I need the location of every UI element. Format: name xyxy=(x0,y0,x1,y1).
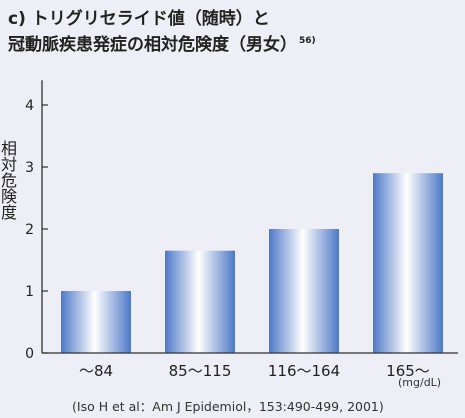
y-tick-label: 1 xyxy=(25,284,34,300)
bar-2 xyxy=(165,250,235,353)
chart-title-line2: 冠動脈疾患発症の相対危険度（男女） 56) xyxy=(8,30,316,55)
y-axis-label: 相対危険度 xyxy=(0,140,17,220)
source-citation: (Iso H et al：Am J Epidemiol，153:490-499,… xyxy=(72,399,384,414)
bar-4 xyxy=(373,173,443,353)
x-tick-label: 165〜 xyxy=(386,362,430,380)
title-text-1: トリグリセライド値（随時）と xyxy=(31,9,270,29)
bar-1 xyxy=(61,291,131,353)
bar-3 xyxy=(269,229,339,353)
y-tick-label: 3 xyxy=(25,160,34,176)
y-tick-label: 0 xyxy=(25,346,34,362)
panel-label: c) xyxy=(8,9,26,29)
x-tick-label: 85〜115 xyxy=(169,362,232,380)
y-tick-label: 2 xyxy=(25,222,34,238)
y-tick-label: 4 xyxy=(25,98,34,114)
title-text-2: 冠動脈疾患発症の相対危険度（男女） xyxy=(8,35,297,55)
x-tick-label: 〜84 xyxy=(79,362,113,380)
reference-number: 56) xyxy=(299,36,316,47)
x-tick-label: 116〜164 xyxy=(268,362,340,380)
chart-title-line1: c) トリグリセライド値（随時）と xyxy=(8,4,270,29)
x-axis-unit: (mg/dL) xyxy=(398,376,442,389)
